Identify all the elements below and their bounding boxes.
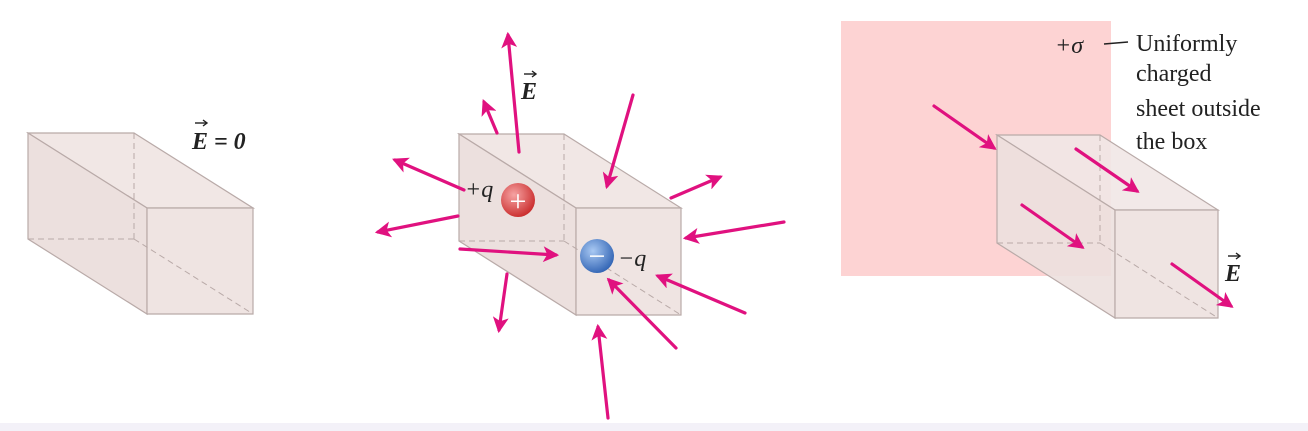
vector-arrow-mark (1235, 252, 1242, 260)
field-arrow (492, 272, 509, 334)
panel-box-with-charges: + +q − −q E (374, 31, 786, 420)
field-arrows-panel-3 (932, 104, 1234, 308)
positive-charge-label: +q (465, 177, 493, 203)
sheet-caption: Uniformly charged sheet outside the box (1136, 31, 1261, 155)
field-arrow (591, 323, 610, 420)
field-arrow (606, 277, 678, 350)
box-3 (994, 133, 1221, 320)
field-arrow (682, 220, 786, 244)
field-arrow (602, 93, 635, 190)
field-arrow (1020, 203, 1085, 249)
positive-charge-ball (501, 183, 535, 217)
caption-line: sheet outside (1136, 96, 1261, 122)
vector-arrow-mark (531, 70, 538, 78)
field-arrow (932, 104, 997, 150)
box-3-front-face (1114, 209, 1219, 319)
sheet-charge-label: +σ (1055, 33, 1084, 59)
caption-line: the box (1136, 129, 1207, 155)
sheet-label: +σ (1055, 33, 1129, 59)
field-arrow (458, 246, 560, 263)
box-1 (25, 131, 256, 316)
field-arrows-panel-2 (374, 31, 786, 420)
field-label-panel-3: E (1224, 252, 1242, 287)
vector-arrow-mark (202, 119, 209, 127)
field-zero-label: E = 0 (191, 119, 246, 155)
field-arrow (1074, 147, 1140, 193)
field-label-text: E (1224, 261, 1241, 287)
field-arrow (669, 174, 723, 200)
field-arrow (501, 31, 521, 154)
box-2 (456, 132, 684, 317)
field-arrow (392, 157, 466, 192)
bottom-strip (0, 423, 1308, 431)
field-label-panel-2: E (520, 70, 538, 105)
negative-sign: − (589, 240, 606, 273)
field-arrow (374, 214, 460, 238)
caption-line: charged (1136, 61, 1212, 87)
negative-charge: − −q (580, 239, 646, 273)
field-label-text: E (520, 79, 537, 105)
negative-charge-label: −q (618, 246, 646, 272)
box-1-hidden-edge (133, 238, 254, 315)
field-arrow (481, 99, 499, 135)
box-2-front-face (575, 207, 682, 316)
field-arrow (1170, 262, 1234, 308)
panel-charged-sheet: +σ Uniformly charged sheet outside the b… (841, 21, 1261, 320)
positive-sign: + (510, 185, 527, 218)
leader-line (1103, 41, 1129, 45)
negative-charge-ball (580, 239, 614, 273)
positive-charge: + +q (465, 177, 535, 218)
box-3-hidden-edge (1099, 242, 1219, 319)
field-arrow (655, 273, 747, 315)
panel-empty-box: E = 0 (25, 119, 256, 316)
field-zero-text: E = 0 (191, 129, 246, 155)
box-1-front-face (146, 207, 254, 315)
caption-line: Uniformly (1136, 31, 1237, 57)
